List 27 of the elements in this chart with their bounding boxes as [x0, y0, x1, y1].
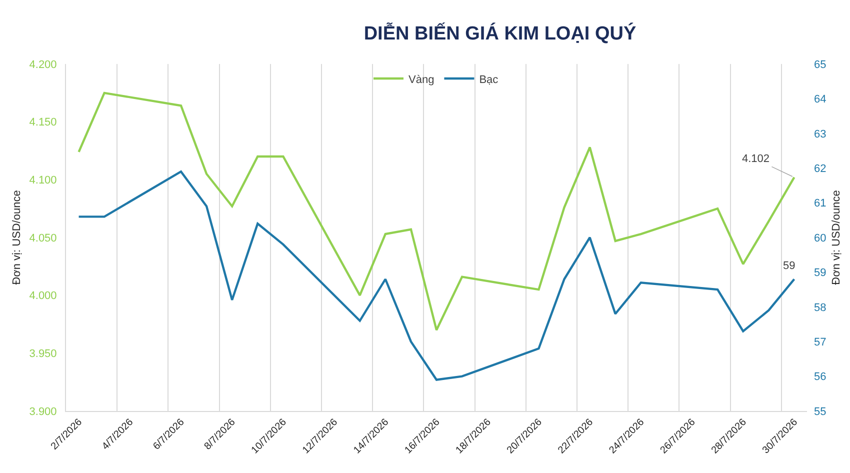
legend-label: Vàng	[408, 74, 434, 86]
y-tick-label: 4.200	[29, 58, 57, 71]
chart-title: DIỄN BIẾN GIÁ KIM LOẠI QUÝ	[364, 22, 636, 45]
y-tick-label: 4.100	[29, 174, 57, 187]
y2-tick-label: 59	[814, 267, 826, 280]
data-label: 59	[783, 260, 796, 272]
data-label: 4.102	[742, 153, 770, 165]
y2-tick-label: 63	[814, 128, 826, 140]
y-tick-label: 3.900	[29, 406, 57, 418]
legend-label: Bạc	[479, 74, 499, 86]
y2-tick-label: 56	[814, 371, 826, 384]
y2-tick-label: 58	[814, 302, 826, 314]
line-series	[78, 170, 796, 381]
y-tick-label: 4.050	[29, 232, 57, 244]
y-tick-label: 4.150	[29, 116, 57, 129]
y-tick-label: 4.000	[29, 290, 57, 302]
line-series	[78, 92, 796, 332]
y2-axis-title: Đơn vị: USD/ounce	[830, 190, 842, 285]
y-axis-title: Đơn vị: USD/ounce	[10, 190, 23, 285]
y2-tick-label: 61	[814, 198, 826, 210]
y2-tick-label: 55	[814, 406, 826, 418]
y2-tick-label: 64	[814, 94, 826, 106]
y2-tick-label: 60	[814, 232, 826, 244]
y2-tick-label: 62	[814, 162, 826, 175]
y2-tick-label: 57	[814, 336, 826, 348]
y2-tick-label: 65	[814, 58, 826, 71]
y-tick-label: 3.950	[29, 348, 57, 360]
